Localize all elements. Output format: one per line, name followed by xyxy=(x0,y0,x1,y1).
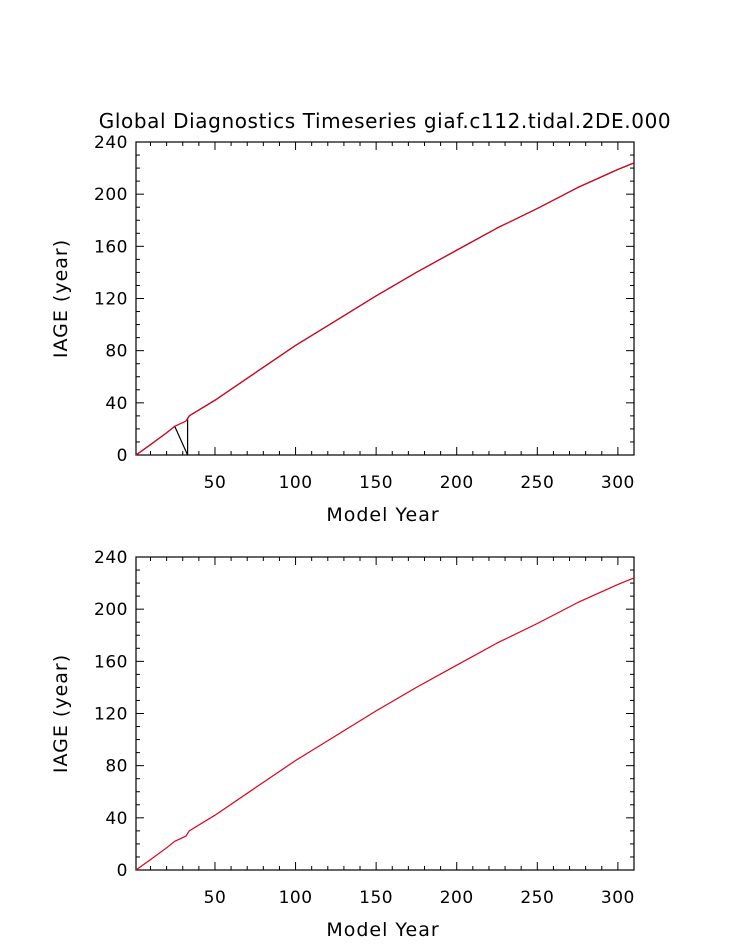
x-tick-label: 200 xyxy=(440,473,474,493)
figure-title: Global Diagnostics Timeseries giaf.c112.… xyxy=(99,109,671,133)
y-tick-label: 40 xyxy=(105,394,128,414)
series-line-red xyxy=(135,577,635,871)
x-tick-label: 250 xyxy=(520,888,554,908)
x-tick-label: 150 xyxy=(359,473,393,493)
y-tick-label: 80 xyxy=(105,342,128,362)
y-axis-label: IAGE (year) xyxy=(50,654,72,773)
x-axis-label: Model Year xyxy=(326,919,439,941)
x-tick-label: 100 xyxy=(279,888,313,908)
y-tick-label: 160 xyxy=(94,237,128,257)
chart-panel-bottom: 50 100 150 200 250 300 0 40 80 120 160 200 240 Model … xyxy=(50,548,635,941)
x-tick-label: 250 xyxy=(520,473,554,493)
y-tick-label: 0 xyxy=(117,446,128,466)
x-tick-label: 300 xyxy=(601,888,635,908)
x-tick-label: 150 xyxy=(359,888,393,908)
y-tick-label: 40 xyxy=(105,809,128,829)
y-tick-label: 160 xyxy=(94,652,128,672)
y-tick-label: 0 xyxy=(117,861,128,881)
plot-frame xyxy=(135,556,635,871)
x-tick-label: 50 xyxy=(204,888,227,908)
plot-frame xyxy=(135,141,635,456)
y-tick-label: 120 xyxy=(94,290,128,310)
series-line-red xyxy=(135,162,635,456)
x-axis-label: Model Year xyxy=(326,504,439,526)
x-tick-label: 300 xyxy=(601,473,635,493)
x-tick-label: 100 xyxy=(279,473,313,493)
y-tick-label: 200 xyxy=(94,185,128,205)
y-tick-label: 120 xyxy=(94,705,128,725)
series-line-black xyxy=(135,162,635,456)
x-tick-label: 50 xyxy=(204,473,227,493)
x-tick-label: 200 xyxy=(440,888,474,908)
y-tick-label: 80 xyxy=(105,757,128,777)
y-axis-label: IAGE (year) xyxy=(50,239,72,358)
y-tick-label: 240 xyxy=(94,548,128,568)
y-tick-label: 200 xyxy=(94,600,128,620)
chart-panel-top: 50 100 150 200 250 300 0 40 80 120 160 200 240 Model … xyxy=(50,133,635,526)
y-tick-label: 240 xyxy=(94,133,128,153)
